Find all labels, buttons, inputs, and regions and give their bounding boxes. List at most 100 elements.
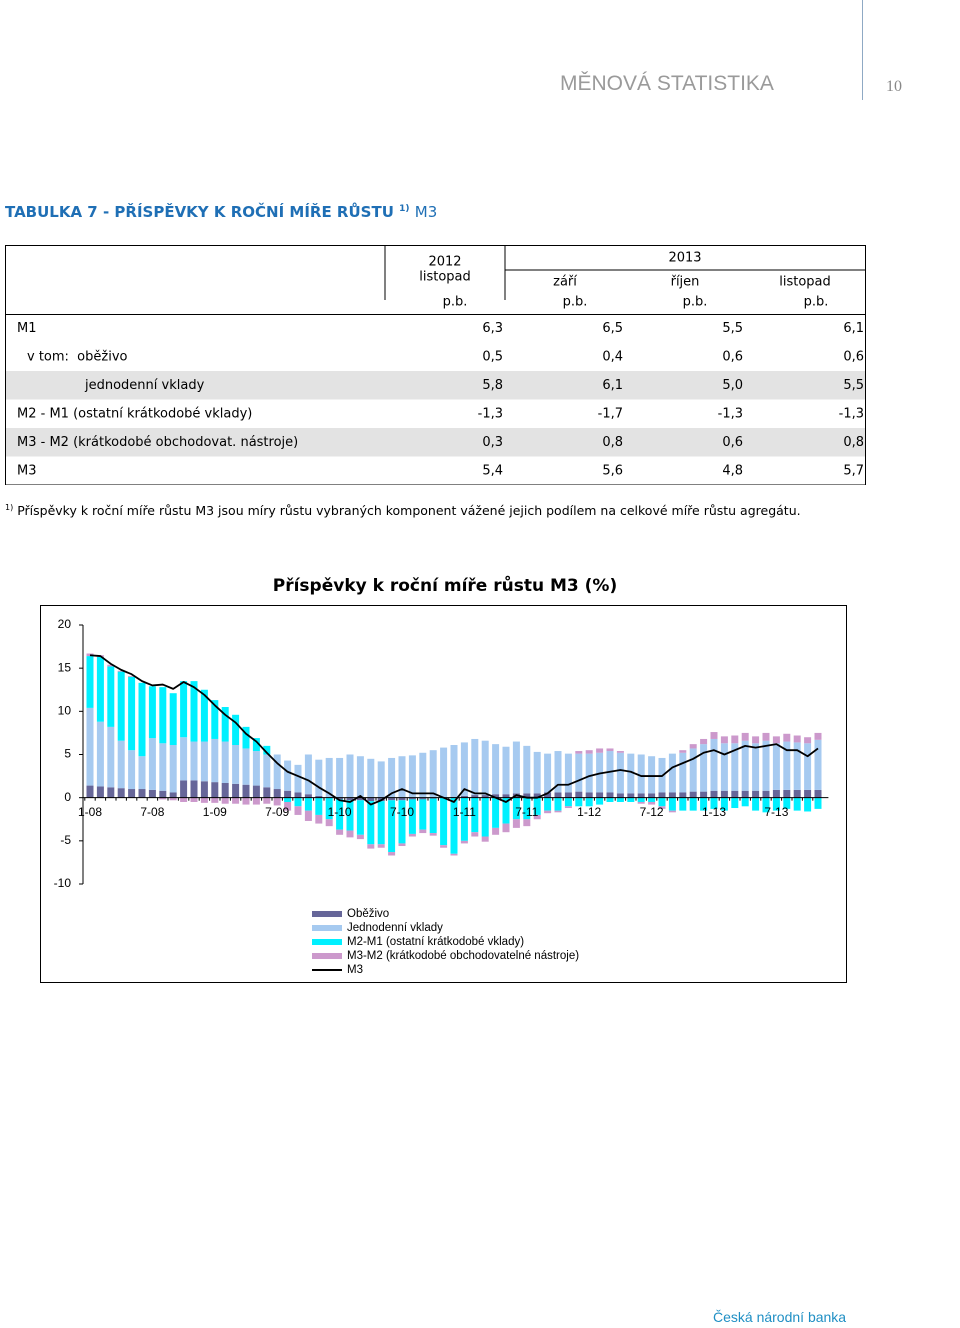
bar [263,745,271,755]
footnote-text: Příspěvky k roční míře růstu M3 jsou mír… [17,503,801,519]
bar [689,744,697,749]
bar [419,797,427,800]
bar [668,797,676,811]
bar [356,800,364,835]
bar [492,744,500,795]
cell: 5,4 [482,463,503,478]
bar [689,797,697,811]
bar [772,797,780,811]
bar [741,740,749,791]
bar [315,797,323,815]
bar [575,751,583,754]
bar [325,797,333,820]
y-tick-label: 15 [58,660,72,674]
bar [128,675,136,677]
bar [221,797,229,804]
chart-frame [40,605,847,983]
cell: 0,8 [843,435,864,450]
bar [616,752,624,794]
bar [294,764,302,793]
bar [502,794,510,798]
bar [471,797,479,833]
bar [523,745,531,794]
cell: 5,0 [722,378,743,393]
bar [544,810,552,814]
bar [169,797,177,801]
bar [367,758,375,798]
bar [689,791,697,798]
bar [284,760,292,791]
bar [294,792,302,798]
bar [533,751,541,794]
bar [793,797,801,811]
legend-label: M3 [347,964,363,976]
bar [720,743,728,791]
bar [138,682,146,757]
bar [606,792,614,798]
bar [169,693,177,746]
row-shade [5,371,866,400]
bar [325,757,333,798]
table-title-note: 1) [399,204,410,214]
bar [263,797,271,804]
cell: 5,6 [602,463,623,478]
bar [804,789,812,798]
bar [408,755,416,798]
bar [731,797,739,809]
bar [648,797,656,802]
cell: 0,8 [602,435,623,450]
row-label: M2 - M1 (ostatní krátkodobé vklady) [17,406,252,421]
bar [637,797,645,802]
bar [502,797,510,824]
bar [180,737,188,781]
x-tick-label: 1-09 [203,805,227,819]
bar [762,740,770,791]
bar [544,792,552,798]
bar [793,789,801,798]
bar [419,752,427,798]
bar [450,745,458,797]
bar [585,792,593,798]
bar [481,836,489,842]
bar [242,748,250,785]
bar [512,741,520,794]
row-shade [5,428,866,457]
bar [159,743,167,791]
bar [720,790,728,798]
bar [554,797,562,811]
bar [377,844,385,848]
bar [502,746,510,795]
bar [304,810,312,821]
bar [762,797,770,813]
bar [388,757,396,798]
bar [117,670,125,672]
bar [346,830,354,838]
bar [86,707,94,786]
line [89,654,819,806]
bar [637,754,645,794]
legend-label: Jednodenní vklady [347,922,443,934]
cell: 5,5 [843,378,864,393]
y-tick-label: -10 [54,876,72,890]
bar [596,797,604,805]
bar [471,832,479,837]
bar [627,753,635,794]
bar [658,797,666,807]
bar [232,745,240,784]
bar [679,797,687,811]
legend-label: M2-M1 (ostatní krátkodobé vklady) [347,936,524,948]
bar [252,785,260,798]
cell: 0,3 [482,435,503,450]
bar [232,797,240,804]
bar [720,797,728,811]
bar [346,800,354,831]
bar [96,786,104,798]
bar [398,843,406,847]
x-tick-label: 1-10 [328,805,352,819]
bar [398,756,406,798]
bar [408,799,416,834]
bar [304,797,312,811]
bar [315,759,323,796]
